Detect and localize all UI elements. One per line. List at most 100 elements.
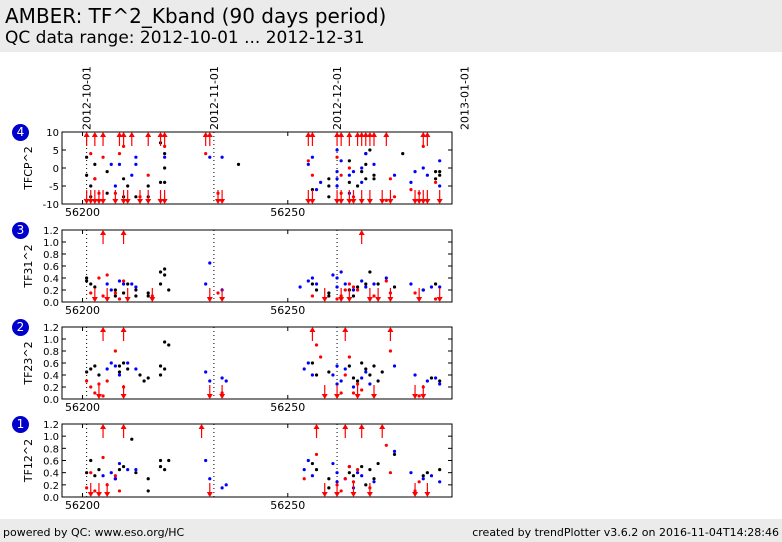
date-marker-label: 2012-10-01 <box>81 66 94 130</box>
data-point-blue <box>134 162 138 166</box>
data-point-black <box>327 177 331 181</box>
data-point-blue <box>335 285 339 289</box>
y-tick-label: -10 <box>43 200 59 211</box>
data-point-red <box>101 455 105 460</box>
data-point-blue <box>306 279 310 283</box>
data-point-black <box>146 294 150 298</box>
data-point-black <box>376 461 380 466</box>
data-point-black <box>368 468 372 472</box>
data-point-black <box>167 458 171 463</box>
outlier-arrow-up-head <box>358 132 365 137</box>
data-point-blue <box>302 468 306 472</box>
data-point-black <box>351 474 356 478</box>
data-point-blue <box>392 449 397 453</box>
outlier-arrow-up-head <box>383 132 390 137</box>
outlier-arrow-down-head <box>305 199 312 204</box>
outlier-arrow-down-head <box>104 297 111 302</box>
data-point-red <box>85 486 89 490</box>
data-point-black <box>372 177 376 181</box>
data-point-blue <box>335 184 339 188</box>
outlier-arrow-up-head <box>354 132 361 137</box>
data-point-red <box>388 177 393 181</box>
data-point-black <box>85 173 89 177</box>
data-point-blue <box>438 184 442 188</box>
data-point-red <box>409 188 413 192</box>
data-point-red <box>433 297 438 301</box>
data-point-red <box>93 489 97 493</box>
data-point-black <box>158 364 163 368</box>
data-point-blue <box>314 188 319 192</box>
data-point-black <box>121 177 126 181</box>
header-bar: AMBER: TF^2_Kband (90 days period) QC da… <box>0 0 782 52</box>
data-point-blue <box>421 477 425 481</box>
data-point-blue <box>413 170 417 174</box>
data-point-blue <box>105 367 109 371</box>
data-point-blue <box>343 367 347 371</box>
data-point-blue <box>224 379 228 383</box>
panel-frame <box>61 229 453 303</box>
data-point-red <box>351 285 356 289</box>
panel-frame <box>61 326 453 400</box>
outlier-arrow-up-head <box>145 132 152 137</box>
data-point-red <box>306 159 310 163</box>
y-tick-label: -5 <box>49 182 59 193</box>
outlier-arrow-up-head <box>309 132 316 137</box>
data-point-black <box>167 288 171 292</box>
data-point-blue <box>372 480 376 484</box>
outlier-arrow-up-head <box>120 230 127 235</box>
data-point-blue <box>310 373 315 377</box>
data-point-black <box>314 468 319 472</box>
data-point-blue <box>113 184 117 188</box>
data-point-blue <box>105 282 109 286</box>
data-point-blue <box>409 471 413 475</box>
data-point-black <box>163 152 167 156</box>
data-point-red <box>343 288 347 292</box>
y-tick-label: 0 <box>53 164 59 175</box>
data-point-red <box>117 489 122 493</box>
data-point-red <box>351 391 356 395</box>
x-tick-label: 56200 <box>65 499 100 512</box>
data-point-black <box>392 452 397 457</box>
outlier-arrow-down-head <box>120 199 127 204</box>
outlier-arrow-down-head <box>346 297 353 302</box>
data-point-blue <box>306 361 310 365</box>
data-point-red <box>355 468 360 472</box>
data-point-blue <box>310 155 315 159</box>
outlier-arrow-up-head <box>305 132 312 137</box>
data-point-blue <box>134 155 138 159</box>
data-point-blue <box>163 155 167 159</box>
data-point-blue <box>126 468 130 472</box>
outlier-arrow-up-head <box>198 424 205 429</box>
data-point-blue <box>208 261 212 265</box>
data-point-black <box>163 166 167 170</box>
x-tick-label: 56200 <box>65 304 100 317</box>
data-point-blue <box>429 474 434 478</box>
outlier-arrow-down-head <box>375 297 382 302</box>
data-point-black <box>105 191 109 195</box>
data-point-red <box>89 152 93 156</box>
data-point-red <box>101 294 105 298</box>
y-tick-label: 0.6 <box>43 457 59 468</box>
outlier-arrow-down-head <box>334 492 341 497</box>
data-point-blue <box>339 379 343 383</box>
data-point-red <box>117 297 122 301</box>
data-point-blue <box>134 367 138 371</box>
y-axis-label: TF23^2 <box>22 341 35 385</box>
data-point-black <box>310 361 315 365</box>
outlier-arrow-down-head <box>157 199 164 204</box>
outlier-arrow-down-head <box>161 199 168 204</box>
x-tick-label: 56200 <box>65 401 100 414</box>
y-tick-label: 0.6 <box>43 359 59 370</box>
outlier-arrow-up-head <box>100 424 107 429</box>
data-point-blue <box>335 148 339 152</box>
y-axis-label: TFCP^2 <box>22 146 35 191</box>
y-tick-label: 0.8 <box>43 444 59 455</box>
outlier-arrow-up-head <box>161 132 168 137</box>
data-point-black <box>93 474 97 478</box>
data-point-blue <box>335 276 339 280</box>
data-point-black <box>134 288 138 292</box>
outlier-arrow-up-head <box>120 424 127 429</box>
outlier-arrow-down-head <box>91 199 98 204</box>
data-point-blue <box>109 361 113 365</box>
